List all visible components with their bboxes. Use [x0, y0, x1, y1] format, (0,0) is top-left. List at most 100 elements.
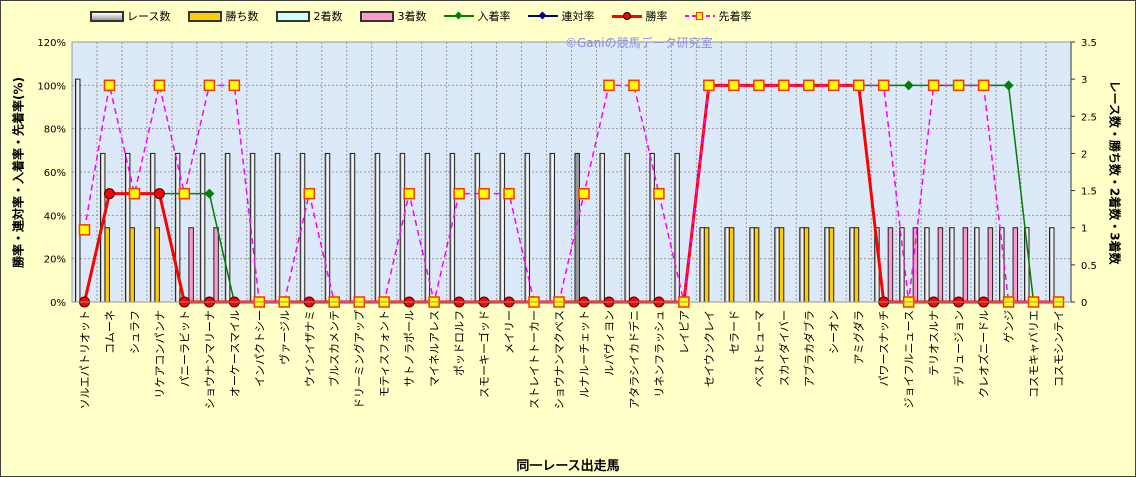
x-tick-label: リネンフラッシュ [653, 310, 666, 398]
x-tick-label: ブルスカメンテ [327, 310, 341, 387]
third-count-bar [887, 227, 894, 303]
race-count-bar [749, 227, 755, 303]
legend-label: 先着率 [718, 10, 752, 23]
senchaku-rate-marker [78, 224, 91, 236]
x-tick-label: モティスフォント [378, 310, 391, 397]
legend-label: 連対率 [561, 10, 595, 23]
race-count-bar [74, 78, 81, 303]
legend-label: 勝ち数 [225, 10, 259, 23]
race-count-bar [699, 227, 705, 303]
senchaku-rate-marker [578, 187, 590, 200]
legend: レース数 勝ち数 2着数 3着数 入着率 連対率 勝率 先着率 [90, 8, 751, 24]
x-tick-label: ソルエパトリオット [78, 310, 91, 409]
race-count-bar [949, 227, 955, 303]
senchaku-rate-marker [728, 79, 740, 92]
senchaku-rate-marker [303, 187, 316, 200]
legend-label: 入着率 [477, 10, 511, 23]
legend-wins: 勝ち数 [188, 8, 258, 24]
race-count-bar [674, 152, 680, 303]
x-tick-label: メイリー [503, 310, 516, 354]
senchaku-rate-marker [827, 79, 840, 92]
left-tick-label: 60% [44, 168, 66, 179]
win-count-bar [828, 227, 835, 303]
legend-win-rate: 勝率 [612, 8, 667, 24]
legend-label: 3着数 [397, 10, 427, 23]
third-count-bar [1012, 227, 1019, 303]
left-tick-label: 0% [50, 298, 66, 309]
x-tick-label: ルナルーチェット [578, 310, 591, 398]
x-tick-label: コムーネ [103, 310, 116, 354]
x-tick-label: サトノラポール [403, 310, 416, 387]
left-tick-label: 80% [44, 125, 66, 136]
race-count-bar [474, 152, 481, 303]
x-tick-label: パニーラビット [178, 310, 191, 387]
right-tick-label: 3.5 [1081, 38, 1097, 49]
x-tick-label: ポッドロルフ [453, 310, 466, 376]
win-count-bar [104, 227, 110, 303]
race-count-bar [1049, 227, 1055, 303]
x-tick-label: スカイダイバー [777, 310, 791, 386]
win-count-bar [853, 227, 860, 303]
win-count-bar [728, 227, 735, 303]
senchaku-rate-marker [203, 79, 216, 92]
senchaku-rate-line [83, 84, 1059, 303]
legend-place-rate: 入着率 [444, 8, 510, 24]
senchaku-rate-marker [503, 187, 515, 200]
race-count-bar [349, 152, 356, 303]
left-axis-title: 勝率・連対率・入着率・先着率(%) [11, 77, 26, 268]
x-tick-label: ルパヴィヨン [602, 310, 616, 376]
legend-races: レース数 [90, 8, 170, 24]
race-count-bar [549, 152, 556, 303]
race-count-bar [274, 152, 281, 303]
x-tick-label: ショウナンマリーナ [203, 310, 216, 409]
right-tick-label: 0.5 [1081, 261, 1097, 272]
race-count-bar [249, 152, 256, 303]
race-count-bar [899, 227, 905, 303]
race-count-bar [124, 152, 131, 303]
race-count-bar [799, 227, 805, 303]
legend-senchaku-rate: 先着率 [685, 8, 751, 24]
senchaku-rate-marker [927, 79, 940, 92]
place-rate-marker [903, 80, 914, 91]
x-tick-label: インパクトシー [253, 310, 266, 387]
senchaku-rate-marker [977, 79, 990, 92]
left-tick-label: 20% [44, 255, 66, 266]
x-tick-label: ゲンジ [1003, 310, 1016, 343]
legend-rentai-rate: 連対率 [528, 8, 594, 24]
x-tick-label: コスモシンテイ [1053, 310, 1066, 387]
x-tick-label: マイネルアレス [428, 310, 441, 387]
senchaku-rate-marker [603, 79, 615, 92]
race-count-bar [574, 152, 580, 303]
race-count-bar [499, 152, 506, 303]
right-axis-title: レース数・勝ち数・2着数・3着数 [1107, 80, 1122, 265]
left-tick-label: 120% [37, 38, 66, 49]
race-count-bar [199, 152, 206, 303]
win-count-bar [154, 227, 160, 303]
senchaku-rate-marker [153, 79, 166, 92]
legend-third: 3着数 [360, 8, 426, 24]
senchaku-rate-marker [478, 187, 490, 200]
x-tick-label: パワースナッチ [878, 310, 891, 386]
race-count-bar [824, 227, 830, 303]
right-tick-label: 1.5 [1081, 187, 1097, 198]
right-tick-label: 2.5 [1081, 112, 1097, 123]
legend-label: レース数 [127, 10, 171, 23]
senchaku-rate-marker [653, 187, 665, 200]
x-tick-label: シーオン [828, 310, 841, 354]
senchaku-rate-marker [403, 187, 415, 200]
senchaku-rate-marker [753, 79, 765, 92]
win-rate-marker [103, 188, 115, 200]
left-tick-label: 40% [44, 211, 66, 222]
win-count-bar [803, 227, 810, 303]
win-count-bar [703, 227, 710, 303]
right-tick-label: 3 [1081, 75, 1087, 86]
third-count-bar [188, 227, 194, 303]
race-count-bar [149, 152, 156, 303]
x-tick-label: セラード [728, 310, 741, 354]
win-count-bar [778, 227, 785, 303]
x-tick-label: ヴァージル [277, 310, 291, 365]
x-tick-label: スモーキーゴッド [477, 310, 491, 398]
legend-label: 2着数 [313, 10, 343, 23]
legend-label: 勝率 [645, 10, 668, 23]
